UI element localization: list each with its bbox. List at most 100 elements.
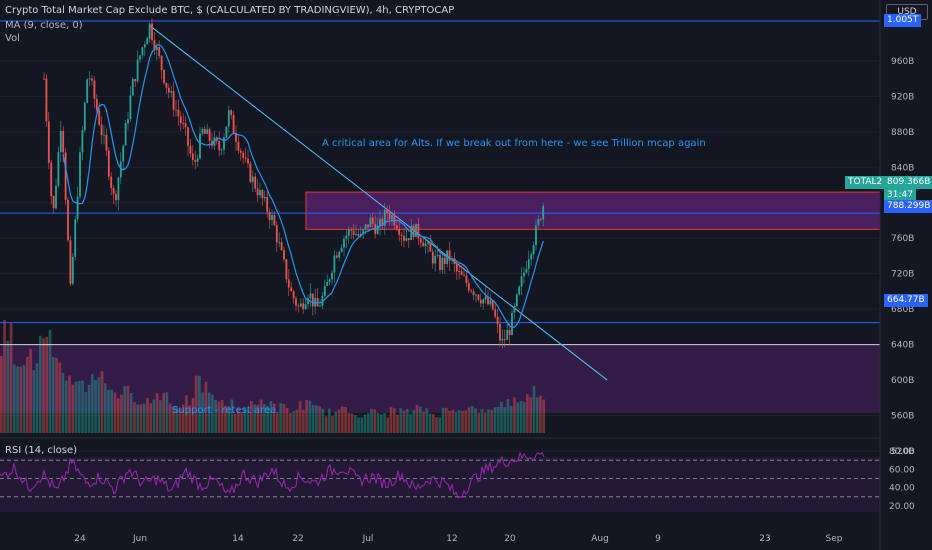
candle-body <box>523 272 525 277</box>
volume-bar <box>263 404 266 433</box>
candle-body <box>163 69 165 83</box>
volume-bar <box>402 410 406 433</box>
candle-body <box>223 137 225 150</box>
volume-bar <box>48 329 52 433</box>
candle-body <box>439 254 441 270</box>
candle-body <box>403 235 405 241</box>
support-price-label: 664.77B <box>884 294 928 307</box>
candle-body <box>55 186 57 209</box>
volume-bar <box>334 411 338 433</box>
candle-body <box>124 123 127 146</box>
volume-bar <box>422 411 425 433</box>
candle-body <box>455 263 458 272</box>
x-tick-label: 9 <box>655 534 661 544</box>
candle-body <box>527 259 530 269</box>
volume-bar <box>123 385 127 433</box>
candle-body <box>179 116 182 124</box>
critical-area-annotation[interactable]: A critical area for Alts. If we break ou… <box>322 138 706 149</box>
candle-body <box>119 161 122 178</box>
candle-body <box>117 177 120 201</box>
candle-body <box>295 298 297 306</box>
rsi-tick-label: 20.00 <box>889 502 915 512</box>
volume-bar <box>360 417 364 433</box>
candle-body <box>273 214 276 226</box>
candle-body <box>477 294 480 300</box>
candle-body <box>475 294 477 296</box>
volume-bar <box>516 402 520 433</box>
volume-bar <box>509 406 513 433</box>
candle-body <box>307 297 309 305</box>
volume-bar <box>315 405 318 433</box>
candle-body <box>146 38 149 45</box>
candle-body <box>326 282 329 286</box>
volume-bar <box>29 348 32 433</box>
candle-body <box>359 233 362 236</box>
volume-bar <box>51 357 55 433</box>
volume-bar <box>490 410 494 433</box>
volume-bar <box>61 372 65 433</box>
volume-bar <box>35 363 39 433</box>
volume-bar <box>480 408 484 433</box>
candle-body <box>112 187 115 195</box>
trend-line[interactable] <box>149 25 608 381</box>
volume-bar <box>347 413 351 433</box>
volume-bar <box>542 399 545 433</box>
volume-bar <box>207 392 211 433</box>
candle-body <box>333 255 336 273</box>
support-annotation[interactable]: Support - retest area <box>172 405 277 416</box>
volume-bar <box>285 408 289 433</box>
volume-bar <box>519 401 523 433</box>
candle-body <box>335 255 338 258</box>
volume-bar <box>370 408 373 433</box>
volume-bar <box>272 403 276 433</box>
volume-bar <box>396 414 399 433</box>
volume-bar <box>81 380 84 433</box>
rsi-indicator-label[interactable]: RSI (14, close) <box>5 445 78 456</box>
candle-body <box>208 129 211 141</box>
candle-body <box>91 78 93 81</box>
volume-indicator-label[interactable]: Vol <box>5 33 20 44</box>
candle-body <box>323 285 326 296</box>
candle-body <box>127 119 129 124</box>
volume-bar <box>126 386 130 433</box>
y-tick-label: 560B <box>891 412 914 422</box>
volume-bar <box>331 415 334 433</box>
volume-bar <box>399 408 403 433</box>
volume-bar <box>113 392 117 433</box>
candle-body <box>503 338 506 340</box>
volume-bar <box>337 409 341 433</box>
ma-line <box>62 44 544 329</box>
x-tick-label: 14 <box>232 534 244 544</box>
volume-bar <box>175 407 179 433</box>
ma-indicator-label[interactable]: MA (9, close, 0) <box>5 20 83 31</box>
candle-body <box>249 163 252 182</box>
volume-bar <box>227 406 230 433</box>
candle-body <box>405 238 408 241</box>
candle-body <box>172 91 175 110</box>
volume-bar <box>201 392 204 433</box>
candle-body <box>136 59 139 82</box>
candle-body <box>230 110 233 115</box>
candle-body <box>88 78 91 80</box>
candle-body <box>170 91 173 93</box>
candle-body <box>232 114 235 134</box>
candle-body <box>69 240 72 284</box>
candle-body <box>74 219 77 257</box>
volume-bar <box>461 410 464 433</box>
candle-body <box>319 305 321 307</box>
volume-bar <box>500 401 503 433</box>
candle-body <box>443 257 446 264</box>
candle-body <box>458 271 461 272</box>
volume-bar <box>470 406 474 433</box>
volume-bar <box>526 394 529 433</box>
volume-bar <box>311 404 315 433</box>
volume-bar <box>129 393 133 433</box>
volume-bar <box>214 399 217 433</box>
volume-bar <box>379 414 383 433</box>
volume-bar <box>532 385 536 433</box>
volume-bar <box>513 397 516 433</box>
x-tick-label: Jun <box>132 534 147 544</box>
volume-bar <box>188 405 192 433</box>
candle-body <box>482 299 485 304</box>
